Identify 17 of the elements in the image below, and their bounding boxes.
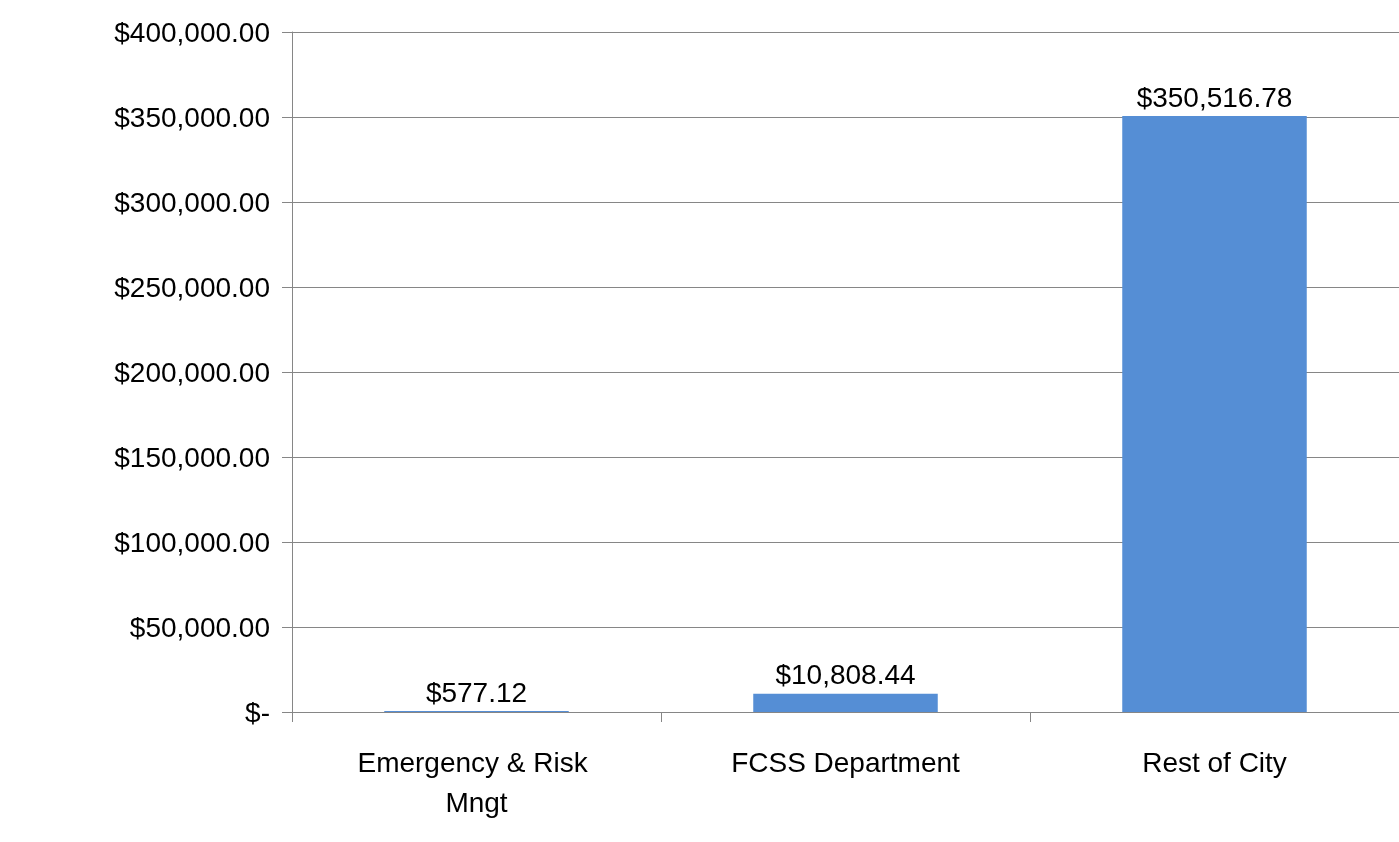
x-tick-label: Rest of City xyxy=(1142,746,1287,778)
bar xyxy=(753,693,938,712)
data-label: $350,516.78 xyxy=(1136,81,1293,113)
x-tick-label: Emergency & Risk Mngt xyxy=(357,746,596,818)
y-tick-label: $50,000.00 xyxy=(129,611,270,643)
y-tick-label: $150,000.00 xyxy=(114,441,270,473)
y-tick-label: $200,000.00 xyxy=(114,356,270,388)
y-tick-label: $400,000.00 xyxy=(114,16,270,48)
y-tick-label: $- xyxy=(245,696,270,728)
y-tick-label: $350,000.00 xyxy=(114,101,270,133)
y-tick-label: $100,000.00 xyxy=(114,526,270,558)
data-label: $577.12 xyxy=(425,676,528,708)
y-tick-label: $300,000.00 xyxy=(114,186,270,218)
y-tick-label: $250,000.00 xyxy=(114,271,270,303)
x-tick-label: FCSS Department xyxy=(731,746,961,778)
data-label: $10,808.44 xyxy=(775,659,916,691)
bar xyxy=(1122,116,1307,712)
